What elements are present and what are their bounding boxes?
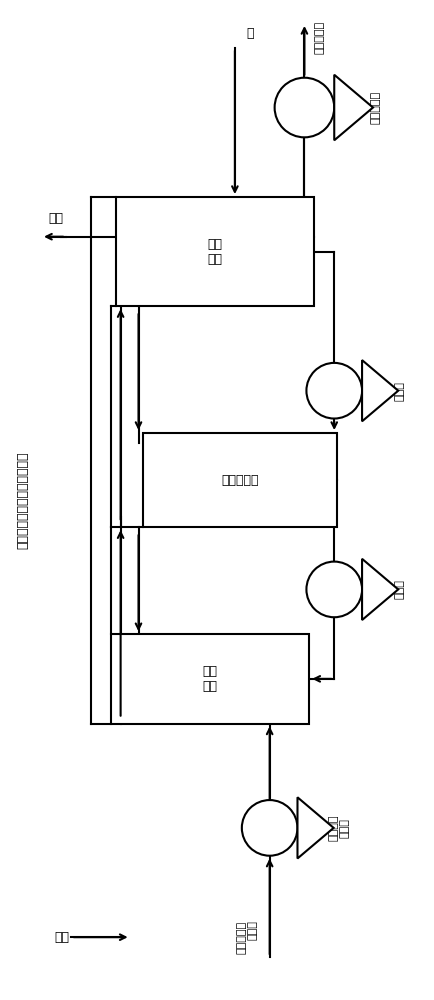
Polygon shape [362,559,398,620]
Bar [143,433,337,527]
Text: 白液电解槽及其周边的流程图: 白液电解槽及其周边的流程图 [17,451,30,549]
Text: 含多硫化物
的白液: 含多硫化物 的白液 [236,921,258,954]
Text: 氢气: 氢气 [49,212,63,225]
Bar [115,197,314,306]
Text: 水: 水 [247,27,254,40]
Text: 白液电解槽: 白液电解槽 [221,474,259,487]
Text: 多硫化物
送液泵: 多硫化物 送液泵 [329,815,350,841]
Circle shape [275,78,334,137]
Polygon shape [362,360,398,421]
Circle shape [306,562,362,617]
Bar [111,634,309,724]
Text: 白液: 白液 [54,931,69,944]
Polygon shape [297,797,334,858]
Text: 白液电解槽: 白液电解槽 [371,91,381,124]
Text: 循环泵: 循环泵 [395,579,405,599]
Text: 循环泵: 循环泵 [395,381,405,401]
Text: 苛性钠溶液: 苛性钠溶液 [314,21,324,54]
Text: 苛性
贮槽: 苛性 贮槽 [207,238,223,266]
Text: 白液
贮槽: 白液 贮槽 [203,665,217,693]
Circle shape [242,800,297,856]
Polygon shape [334,75,373,140]
Circle shape [306,363,362,419]
